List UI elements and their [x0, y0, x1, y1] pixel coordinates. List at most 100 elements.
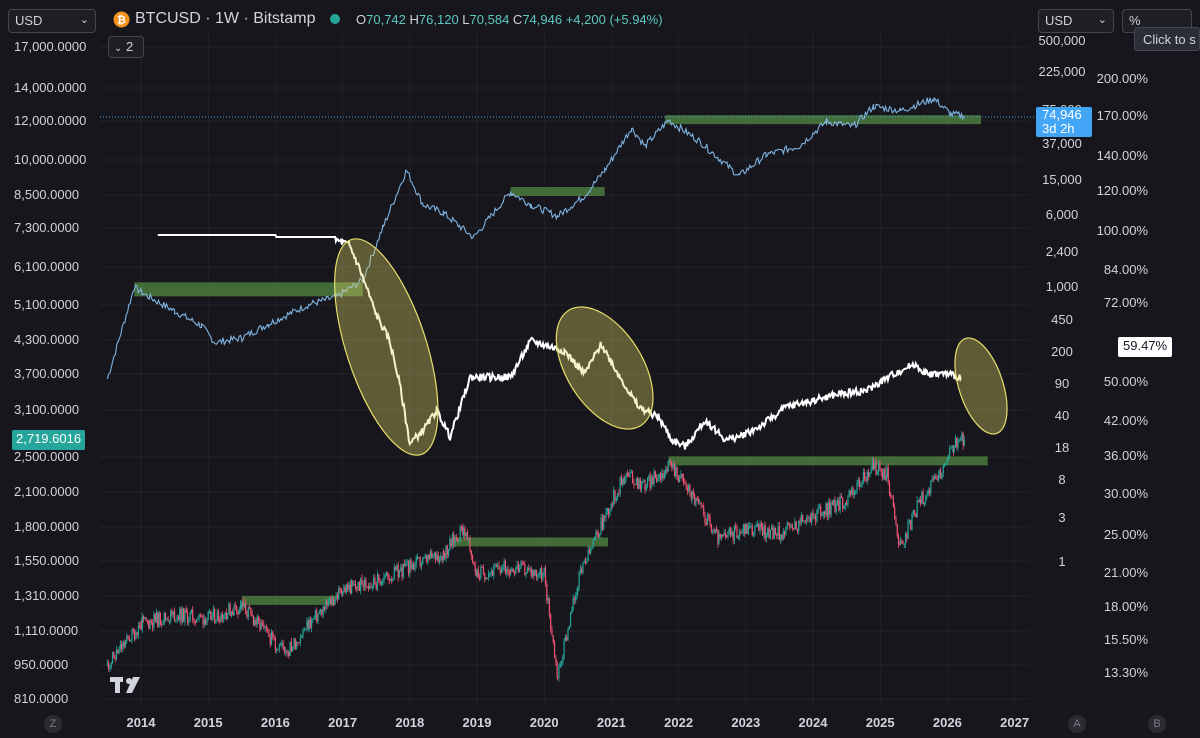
candle: [940, 470, 942, 479]
candle: [715, 528, 718, 530]
candle: [429, 551, 432, 559]
candle: [265, 625, 267, 629]
candle: [548, 597, 550, 615]
ohlc-high-label: H: [409, 12, 419, 27]
candle: [278, 644, 280, 650]
candle: [261, 622, 264, 625]
candle: [581, 568, 583, 573]
candle: [488, 573, 490, 579]
candle: [962, 433, 964, 446]
candle: [416, 557, 419, 559]
right-axis-tick: 30.00%: [1103, 486, 1148, 501]
candle: [646, 478, 649, 486]
candle: [170, 610, 172, 621]
candle: [701, 505, 703, 507]
candle: [604, 515, 606, 518]
candle: [796, 529, 799, 532]
candle: [186, 612, 189, 623]
candle: [383, 576, 385, 582]
candle: [594, 536, 596, 540]
candle: [553, 642, 556, 658]
candle: [446, 545, 448, 556]
candle: [653, 471, 655, 485]
candle: [896, 524, 898, 536]
ohlc-close-value: 74,946: [522, 12, 563, 27]
candle: [522, 562, 525, 565]
candle: [799, 521, 801, 523]
candle: [531, 570, 534, 577]
candle: [671, 465, 673, 468]
candle: [749, 526, 751, 528]
candle: [695, 498, 697, 505]
candle: [763, 525, 765, 536]
candle: [199, 614, 202, 616]
candle: [839, 496, 841, 511]
candle: [938, 474, 940, 480]
candle: [422, 557, 424, 564]
candle: [256, 616, 258, 625]
left-axis-tick: 8,500.0000: [14, 187, 80, 202]
corner-button-left[interactable]: Z: [44, 715, 62, 733]
indicator-toggle[interactable]: ⌄ 2: [108, 36, 144, 58]
ohlc-low-label: L: [462, 12, 470, 27]
right-axis-tick: 120.00%: [1096, 183, 1148, 198]
corner-button-right[interactable]: B: [1148, 715, 1166, 733]
middle-axis-tick: 90: [1054, 376, 1070, 391]
candle: [945, 464, 947, 466]
candle: [555, 657, 557, 662]
candle: [874, 461, 876, 469]
candle: [528, 568, 530, 570]
candle: [547, 597, 549, 601]
right-axis-tick: 200.00%: [1096, 71, 1148, 86]
candle: [732, 531, 734, 541]
candle: [762, 527, 764, 536]
left-axis-tick: 1,310.0000: [14, 588, 80, 603]
candle: [950, 447, 952, 449]
middle-axis-tick: 18: [1054, 440, 1070, 455]
left-axis-tick: 1,550.0000: [14, 553, 80, 568]
candle: [791, 525, 793, 529]
candle: [733, 526, 736, 541]
candle: [911, 513, 913, 530]
candle: [682, 477, 685, 483]
candle: [583, 561, 585, 563]
candle: [577, 587, 579, 593]
candle: [155, 612, 158, 622]
candle: [658, 473, 660, 478]
candle: [259, 620, 261, 630]
candle: [290, 641, 293, 652]
left-price-badge: 2,719.6016: [12, 430, 86, 450]
candle: [790, 525, 792, 527]
candle: [512, 568, 514, 572]
candle: [870, 468, 872, 473]
candle: [922, 492, 924, 504]
left-axis-tick: 5,100.0000: [14, 297, 80, 312]
candle: [572, 598, 574, 611]
candle: [273, 636, 275, 639]
left-axis-tick: 4,300.0000: [14, 332, 80, 347]
candle: [379, 579, 381, 585]
candle: [260, 622, 262, 630]
candle: [309, 619, 311, 629]
currency-select-right[interactable]: USD ⌄: [1038, 9, 1114, 33]
candle: [465, 532, 467, 537]
candle: [557, 677, 559, 679]
highlight-ellipse: [555, 306, 654, 430]
candle: [215, 620, 217, 623]
candle: [538, 574, 540, 576]
time-axis-tick: 2022: [664, 715, 694, 730]
candle: [511, 568, 513, 572]
candle: [201, 615, 203, 617]
candle: [727, 531, 729, 538]
candle: [936, 478, 938, 480]
symbol-title[interactable]: BTCUSD · 1W · Bitstamp: [135, 10, 316, 27]
corner-button-mid[interactable]: A: [1068, 715, 1086, 733]
candle: [816, 510, 818, 522]
candle: [550, 614, 552, 630]
currency-select-left[interactable]: USD ⌄: [8, 9, 96, 33]
candle: [656, 477, 658, 482]
candle: [930, 481, 932, 493]
candle: [782, 531, 784, 540]
candle: [398, 570, 401, 578]
